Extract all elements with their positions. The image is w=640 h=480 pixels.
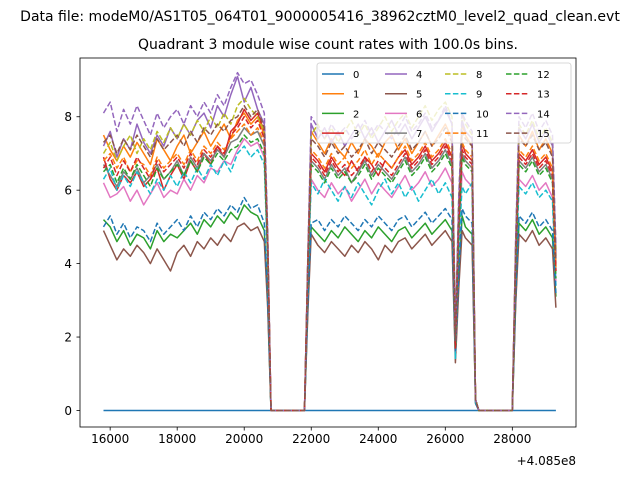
legend-box [316,62,572,144]
legend-label-13: 13 [537,90,550,101]
legend-label-11: 11 [476,129,489,140]
x-tick-label: 26000 [426,432,464,446]
legend-label-3: 3 [353,129,359,140]
legend-label-12: 12 [537,70,550,81]
legend-label-1: 1 [353,90,359,101]
y-tick-label: 2 [64,331,72,345]
legend-label-6: 6 [416,109,422,120]
legend-label-8: 8 [476,70,482,81]
x-tick-label: 20000 [225,432,263,446]
legend-label-5: 5 [416,90,422,101]
series-line-15 [102,104,557,412]
x-axis-offset-label: +4.085e8 [517,454,576,468]
legend-label-14: 14 [537,109,550,120]
y-tick-label: 6 [64,184,72,198]
y-tick-label: 4 [64,257,72,271]
axes: 16000 18000 20000 22000 24000 26000 28000 0 2 4 6 8 [64,57,577,446]
x-tick-label: 16000 [91,432,129,446]
legend-label-10: 10 [476,109,489,120]
x-tick-label: 28000 [493,432,531,446]
legend-label-2: 2 [353,109,359,120]
x-tick-label: 22000 [292,432,330,446]
chart-title: Quadrant 3 module wise count rates with … [138,37,518,53]
series-lines [102,71,557,412]
y-tick-label: 8 [64,110,72,124]
figure-suptitle: Data file: modeM0/AS1T05_064T01_90000054… [20,9,620,25]
x-tick-label: 24000 [359,432,397,446]
y-tick-label: 0 [64,404,72,418]
x-tick-label: 18000 [158,432,196,446]
legend-label-0: 0 [353,70,359,81]
legend-label-4: 4 [416,70,422,81]
legend-label-7: 7 [416,129,422,140]
legend-label-9: 9 [476,90,482,101]
series-line-9 [102,145,557,412]
legend-label-15: 15 [537,129,550,140]
axes-frame [79,57,577,428]
